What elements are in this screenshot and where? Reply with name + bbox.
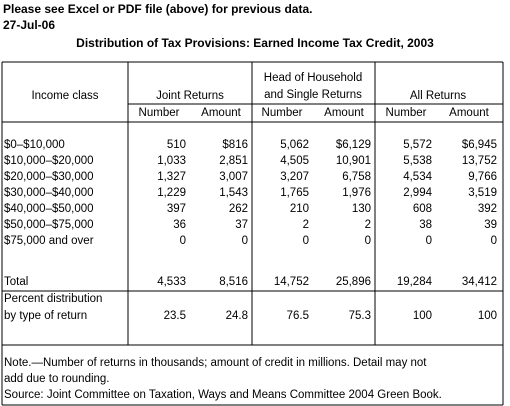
- cell: 5,538: [403, 155, 432, 167]
- title: Distribution of Tax Provisions: Earned I…: [76, 36, 434, 50]
- group-header: Head of Household: [264, 72, 362, 84]
- cell: 14,752: [274, 276, 309, 288]
- cell: 1,765: [280, 187, 309, 199]
- row-label: $0–$10,000: [4, 139, 65, 151]
- cell: 25,896: [336, 276, 371, 288]
- subcolumn-header: Number: [386, 107, 427, 119]
- cell: 0: [426, 235, 432, 247]
- cell: 608: [413, 203, 432, 215]
- cell: 100: [413, 310, 432, 322]
- cell: 37: [235, 219, 248, 231]
- cell: 39: [484, 219, 497, 231]
- cell: 510: [167, 139, 186, 151]
- subcolumn-header: Amount: [324, 107, 364, 119]
- cell: 2,994: [403, 187, 432, 199]
- row-label: Percent distribution: [4, 293, 102, 305]
- date: 27-Jul-06: [3, 18, 55, 32]
- cell: 3,007: [219, 171, 248, 183]
- cell: 38: [419, 219, 432, 231]
- cell: 1,543: [219, 187, 248, 199]
- cell: 19,284: [397, 276, 433, 288]
- cell: 262: [229, 203, 248, 215]
- cell: 4,534: [403, 171, 432, 183]
- cell: 10,901: [336, 155, 371, 167]
- group-header: and Single Returns: [264, 89, 362, 101]
- cell: 2: [365, 219, 371, 231]
- note: add due to rounding.: [4, 373, 110, 385]
- cell: 2: [303, 219, 309, 231]
- cell: 75.3: [349, 310, 371, 322]
- row-label: $75,000 and over: [4, 235, 94, 247]
- cell: 3,519: [468, 187, 497, 199]
- cell: 3,207: [280, 171, 309, 183]
- cell: 0: [180, 235, 186, 247]
- cell: 24.8: [226, 310, 248, 322]
- row-label: Total: [4, 276, 28, 288]
- cell: $6,129: [336, 139, 371, 151]
- group-header: All Returns: [410, 90, 466, 102]
- row-label: by type of return: [4, 310, 87, 322]
- group-header: Joint Returns: [156, 90, 224, 102]
- cell: 5,062: [280, 139, 309, 151]
- cell: $6,945: [462, 139, 497, 151]
- cell: 2,851: [219, 155, 248, 167]
- cell: 1,976: [342, 187, 371, 199]
- cell: 6,758: [342, 171, 371, 183]
- cell: $816: [222, 139, 248, 151]
- cell: 0: [365, 235, 371, 247]
- subcolumn-header: Number: [139, 107, 180, 119]
- row-label: $20,000–$30,000: [4, 171, 94, 183]
- cell: 210: [290, 203, 309, 215]
- cell: 13,752: [462, 155, 497, 167]
- subcolumn-header: Amount: [449, 107, 489, 119]
- cell: 5,572: [403, 139, 432, 151]
- cell: 1,327: [157, 171, 186, 183]
- cell: 1,033: [157, 155, 186, 167]
- subcolumn-header: Number: [262, 107, 303, 119]
- cell: 76.5: [287, 310, 309, 322]
- cell: 36: [173, 219, 186, 231]
- cell: 4,533: [157, 276, 186, 288]
- cell: 1,229: [157, 187, 186, 199]
- cell: 100: [478, 310, 497, 322]
- row-label: $30,000–$40,000: [4, 187, 94, 199]
- cell: 4,505: [280, 155, 309, 167]
- cell: 392: [478, 203, 497, 215]
- notice: Please see Excel or PDF file (above) for…: [3, 2, 312, 16]
- cell: 0: [303, 235, 309, 247]
- column-header: Income class: [31, 90, 98, 102]
- subcolumn-header: Amount: [201, 107, 241, 119]
- cell: 8,516: [219, 276, 248, 288]
- cell: 34,412: [462, 276, 497, 288]
- cell: 397: [167, 203, 186, 215]
- cell: 0: [242, 235, 248, 247]
- row-label: $40,000–$50,000: [4, 203, 94, 215]
- cell: 130: [352, 203, 371, 215]
- cell: 0: [491, 235, 497, 247]
- row-label: $10,000–$20,000: [4, 155, 94, 167]
- row-label: $50,000–$75,000: [4, 219, 94, 231]
- note: Note.—Number of returns in thousands; am…: [4, 357, 427, 369]
- note: Source: Joint Committee on Taxation, Way…: [4, 389, 442, 401]
- cell: 9,766: [468, 171, 497, 183]
- cell: 23.5: [164, 310, 186, 322]
